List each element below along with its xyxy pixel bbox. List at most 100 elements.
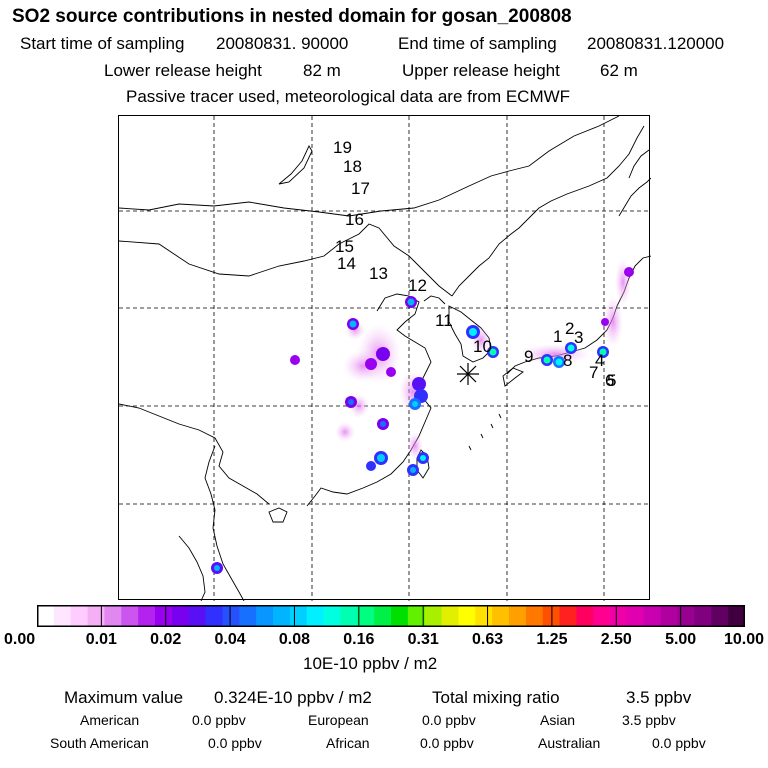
map-panel: 19 18 17 16 15 14 13 12 11 10 9 8 7 6 5 4 3 2 1 — [118, 115, 651, 601]
colorbar-segment — [53, 605, 72, 627]
trajectory-label: 15 — [335, 237, 354, 256]
region-south-american-value: 0.0 ppbv — [208, 735, 262, 751]
colorbar-tick-label: 10.00 — [723, 631, 764, 648]
colorbar-segment — [357, 605, 375, 627]
colorbar-segment — [374, 605, 392, 627]
trajectory-label: 16 — [345, 210, 364, 229]
upper-release-value: 62 m — [600, 61, 638, 80]
trajectory-label: 3 — [574, 328, 583, 347]
region-american-value: 0.0 ppbv — [192, 712, 246, 728]
colorbar-tick-label: 2.50 — [600, 631, 632, 648]
colorbar-segment — [643, 605, 662, 627]
trajectory-label: 13 — [369, 264, 388, 283]
colorbar-segment — [458, 605, 476, 627]
colorbar-segment — [289, 605, 308, 627]
region-african-value: 0.0 ppbv — [420, 735, 474, 751]
region-south-american-name: South American — [50, 735, 149, 751]
colorbar-segment — [627, 605, 645, 627]
colorbar — [37, 605, 746, 627]
trajectory-label: 10 — [473, 337, 492, 356]
max-value-label: Maximum value — [64, 688, 184, 707]
colorbar-segment — [205, 605, 223, 627]
colorbar-segment — [542, 605, 561, 627]
colorbar-tick-label: 0.16 — [343, 631, 375, 648]
colorbar-segment — [610, 605, 628, 627]
colorbar-segment — [323, 605, 341, 627]
colorbar-segment — [104, 605, 122, 627]
colorbar-segment — [576, 605, 594, 627]
sampling-end-label: End time of sampling — [398, 34, 557, 53]
colorbar-tick-label: 0.31 — [407, 631, 439, 648]
colorbar-tick-label: 0.04 — [214, 631, 246, 648]
plot-title: SO2 source contributions in nested domai… — [12, 6, 572, 27]
region-american-name: American — [80, 712, 140, 728]
colorbar-segment — [525, 605, 544, 627]
colorbar-segment — [306, 605, 325, 627]
trajectory-label: 18 — [343, 157, 362, 176]
colorbar-segment — [407, 605, 426, 627]
colorbar-segment — [475, 605, 493, 627]
colorbar-segment — [677, 605, 695, 627]
colorbar-tick-label: 0.00 — [4, 631, 36, 648]
trajectory-label: 1 — [553, 327, 562, 346]
colorbar-segment — [87, 605, 105, 627]
colorbar-segment — [391, 605, 409, 627]
colorbar-segment — [660, 605, 679, 627]
colorbar-segment — [492, 605, 510, 627]
colorbar-segment — [441, 605, 459, 627]
colorbar-segment — [273, 605, 291, 627]
total-mixing-label: Total mixing ratio — [432, 688, 560, 707]
colorbar-tick-label: 0.02 — [150, 631, 182, 648]
colorbar-segment — [70, 605, 89, 627]
region-african-name: African — [326, 735, 370, 751]
trajectory-label: 8 — [563, 351, 572, 370]
colorbar-tick-label: 0.08 — [278, 631, 311, 648]
colorbar-segment — [171, 605, 190, 627]
colorbar-tick-label: 0.63 — [471, 631, 504, 648]
trajectory-label: 9 — [524, 347, 533, 366]
colorbar-border — [37, 605, 745, 627]
region-european-value: 0.0 ppbv — [422, 712, 476, 728]
sampling-start-label: Start time of sampling — [20, 34, 185, 53]
trajectory-label: 17 — [351, 179, 370, 198]
colorbar-unit: 10E-10 ppbv / m2 — [303, 654, 438, 673]
region-european-name: European — [308, 712, 369, 728]
colorbar-segment — [711, 605, 729, 627]
colorbar-segment — [222, 605, 240, 627]
colorbar-tick-label: 5.00 — [665, 631, 697, 648]
max-value: 0.324E-10 ppbv / m2 — [214, 688, 372, 707]
trajectory-label: 7 — [589, 363, 598, 382]
lower-release-label: Lower release height — [104, 61, 262, 80]
colorbar-segment — [509, 605, 527, 627]
colorbar-segment — [340, 605, 358, 627]
trajectory-label: 11 — [435, 311, 453, 330]
sampling-end-value: 20080831.120000 — [587, 34, 725, 53]
colorbar-segment — [593, 605, 611, 627]
lower-release-value: 82 m — [303, 61, 341, 80]
trajectory-label: 14 — [337, 254, 356, 273]
region-asian-name: Asian — [540, 712, 576, 728]
colorbar-tick-label: 1.25 — [536, 631, 568, 648]
sampling-start-value: 20080831. 90000 — [216, 34, 349, 53]
colorbar-strip — [37, 605, 746, 627]
colorbar-segment — [155, 605, 173, 627]
coastlines — [119, 116, 651, 601]
colorbar-segment — [188, 605, 207, 627]
colorbar-segment — [121, 605, 139, 627]
colorbar-segment — [138, 605, 156, 627]
trajectory-label: 12 — [408, 276, 427, 295]
colorbar-segment — [37, 605, 55, 627]
map-grid — [119, 116, 651, 601]
colorbar-segment — [424, 605, 443, 627]
colorbar-segment — [559, 605, 577, 627]
region-australian-name: Australian — [538, 735, 601, 751]
upper-release-label: Upper release height — [402, 61, 560, 80]
region-australian-value: 0.0 ppbv — [652, 735, 706, 751]
trajectory-label: 5 — [607, 371, 616, 390]
colorbar-segment — [694, 605, 712, 627]
plume-hotspots — [211, 267, 634, 574]
trajectory-label: 2 — [565, 319, 574, 338]
trajectory-label: 6 — [605, 371, 614, 390]
